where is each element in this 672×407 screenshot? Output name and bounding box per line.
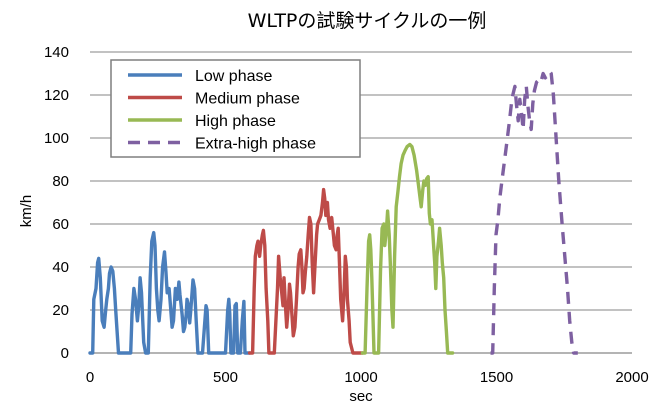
x-tick-label: 0 xyxy=(86,369,94,386)
series-line-4 xyxy=(490,69,578,355)
series-line-1 xyxy=(88,230,252,355)
y-tick-label: 100 xyxy=(44,130,69,147)
legend-label: Medium phase xyxy=(195,91,300,108)
legend-label: High phase xyxy=(195,113,276,130)
chart-title: WLTPの試験サイクルの一例 xyxy=(248,10,487,32)
y-tick-label: 40 xyxy=(52,259,69,276)
y-axis-label: km/h xyxy=(18,195,35,228)
legend-entries: Low phase Medium phase High phase Extra-hig… xyxy=(128,68,316,153)
y-tick-label: 140 xyxy=(44,44,69,61)
series-group xyxy=(88,69,578,355)
x-tick-label: 1500 xyxy=(480,369,513,386)
y-tick-label: 0 xyxy=(61,345,69,362)
y-tick-label: 20 xyxy=(52,302,69,319)
x-tick-label: 1000 xyxy=(344,369,377,386)
x-tick-label: 2000 xyxy=(615,369,648,386)
x-tick-labels: 0 500 1000 1500 2000 xyxy=(86,369,649,386)
y-tick-label: 60 xyxy=(52,216,69,233)
series-line-3 xyxy=(360,142,455,355)
y-tick-label: 80 xyxy=(52,173,69,190)
legend: Low phase Medium phase High phase Extra-hig… xyxy=(110,59,361,158)
x-tick-label: 500 xyxy=(213,369,238,386)
y-tick-label: 120 xyxy=(44,87,69,104)
legend-label: Low phase xyxy=(195,68,272,85)
series-line-2 xyxy=(247,187,365,355)
legend-label: Extra-high phase xyxy=(195,136,316,153)
y-tick-labels: 0 20 40 60 80 100 120 140 xyxy=(44,44,69,362)
x-axis-label: sec xyxy=(349,388,373,405)
